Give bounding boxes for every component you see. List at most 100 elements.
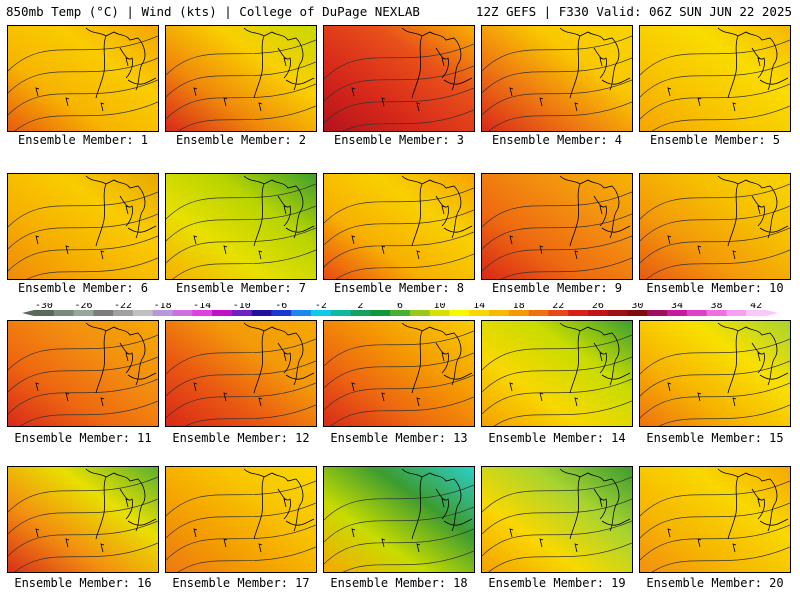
ensemble-panel (639, 320, 791, 427)
wind-barb (509, 87, 514, 97)
height-contour (640, 205, 790, 242)
colorbar-swatch (746, 310, 767, 316)
colorbar-tick-label: 22 (552, 303, 564, 311)
wind-barb (351, 382, 356, 392)
wind-barb (697, 392, 702, 402)
colorbar-tick-label: -30 (35, 303, 53, 311)
ensemble-panel (639, 466, 791, 573)
ensemble-member-label: Ensemble Member: 19 (488, 576, 626, 590)
ensemble-member-label: Ensemble Member: 18 (330, 576, 468, 590)
wind-barb (539, 245, 544, 255)
ensemble-panel (323, 173, 475, 280)
wind-barb (65, 245, 70, 255)
wind-barb (283, 352, 288, 362)
temperature-field (640, 26, 790, 131)
height-contour (166, 524, 316, 561)
wind-barb (416, 397, 421, 407)
wind-barb (258, 397, 263, 407)
temperature-field (482, 321, 632, 426)
great-lakes-outline (559, 468, 631, 540)
colorbar-swatch (607, 310, 628, 316)
height-contour (482, 57, 632, 94)
height-contour (8, 356, 158, 393)
colorbar-swatch (686, 310, 707, 316)
colorbar-tick-label: 26 (592, 303, 604, 311)
height-contour (324, 330, 474, 367)
ensemble-member-label: Ensemble Member: 14 (488, 431, 626, 445)
height-contour (640, 183, 790, 220)
height-contour (8, 520, 158, 557)
colorbar-tick-label: 14 (473, 303, 485, 311)
wind-barb (223, 538, 228, 548)
colorbar-swatch (568, 310, 589, 316)
wind-barb (125, 498, 130, 508)
height-contour (651, 105, 790, 131)
height-contour (640, 338, 790, 375)
great-lakes-outline (85, 27, 157, 99)
height-contour (640, 480, 790, 517)
great-lakes-outline (717, 468, 789, 540)
height-contour (488, 101, 632, 131)
wind-barb (193, 382, 198, 392)
wind-barb (757, 352, 762, 362)
colorbar-swatch (113, 310, 134, 316)
wind-barb (125, 205, 130, 215)
wind-barb (35, 528, 40, 538)
colorbar-swatch (251, 310, 272, 316)
height-contour (482, 213, 632, 250)
temperature-field (482, 467, 632, 572)
ensemble-panel (165, 173, 317, 280)
colorbar-low-arrow (22, 310, 34, 316)
wind-barb (65, 97, 70, 107)
ensemble-member-label: Ensemble Member: 5 (649, 133, 781, 147)
colorbar-swatch (627, 310, 648, 316)
ensemble-member-label: Ensemble Member: 15 (646, 431, 784, 445)
height-contour (166, 83, 316, 120)
wind-barb (381, 538, 386, 548)
ensemble-panel (481, 320, 633, 427)
wind-barb (381, 245, 386, 255)
wind-barb (125, 352, 130, 362)
wind-barb (351, 87, 356, 97)
great-lakes-outline (559, 175, 631, 247)
height-contour (640, 382, 790, 419)
ensemble-member-label: Ensemble Member: 9 (491, 281, 623, 295)
ensemble-panel (7, 320, 159, 427)
colorbar-tick-label: 34 (671, 303, 683, 311)
ensemble-member-label: Ensemble Member: 11 (14, 431, 152, 445)
ensemble-member-label: Ensemble Member: 6 (17, 281, 149, 295)
ensemble-member-label: Ensemble Member: 2 (175, 133, 307, 147)
colorbar-swatch (212, 310, 233, 316)
height-contour (166, 227, 316, 264)
colorbar-tick-label: -26 (74, 303, 92, 311)
wind-barb (283, 205, 288, 215)
great-lakes-outline (243, 27, 315, 99)
colorbar-high-arrow (766, 310, 778, 316)
wind-barb (539, 538, 544, 548)
temperature-field (324, 321, 474, 426)
height-contour (324, 484, 474, 521)
height-contour (324, 87, 474, 124)
great-lakes-outline (717, 175, 789, 247)
wind-barb (732, 102, 737, 112)
wind-barb (35, 87, 40, 97)
colorbar-tick-label: -22 (114, 303, 132, 311)
wind-barb (599, 498, 604, 508)
wind-barb (351, 235, 356, 245)
ensemble-panel (165, 25, 317, 132)
ensemble-member-label: Ensemble Member: 13 (330, 431, 468, 445)
wind-barb (697, 538, 702, 548)
great-lakes-outline (717, 27, 789, 99)
colorbar-swatch (192, 310, 213, 316)
wind-barb (732, 397, 737, 407)
height-contour (640, 360, 790, 397)
colorbar-tick-label: -6 (275, 303, 287, 311)
colorbar-swatch (469, 310, 490, 316)
height-contour (324, 352, 474, 389)
height-contour (640, 502, 790, 539)
temperature-field (8, 26, 158, 131)
wind-barb (35, 382, 40, 392)
wind-barb (100, 250, 105, 260)
wind-barb (757, 57, 762, 67)
height-contour (177, 105, 316, 131)
